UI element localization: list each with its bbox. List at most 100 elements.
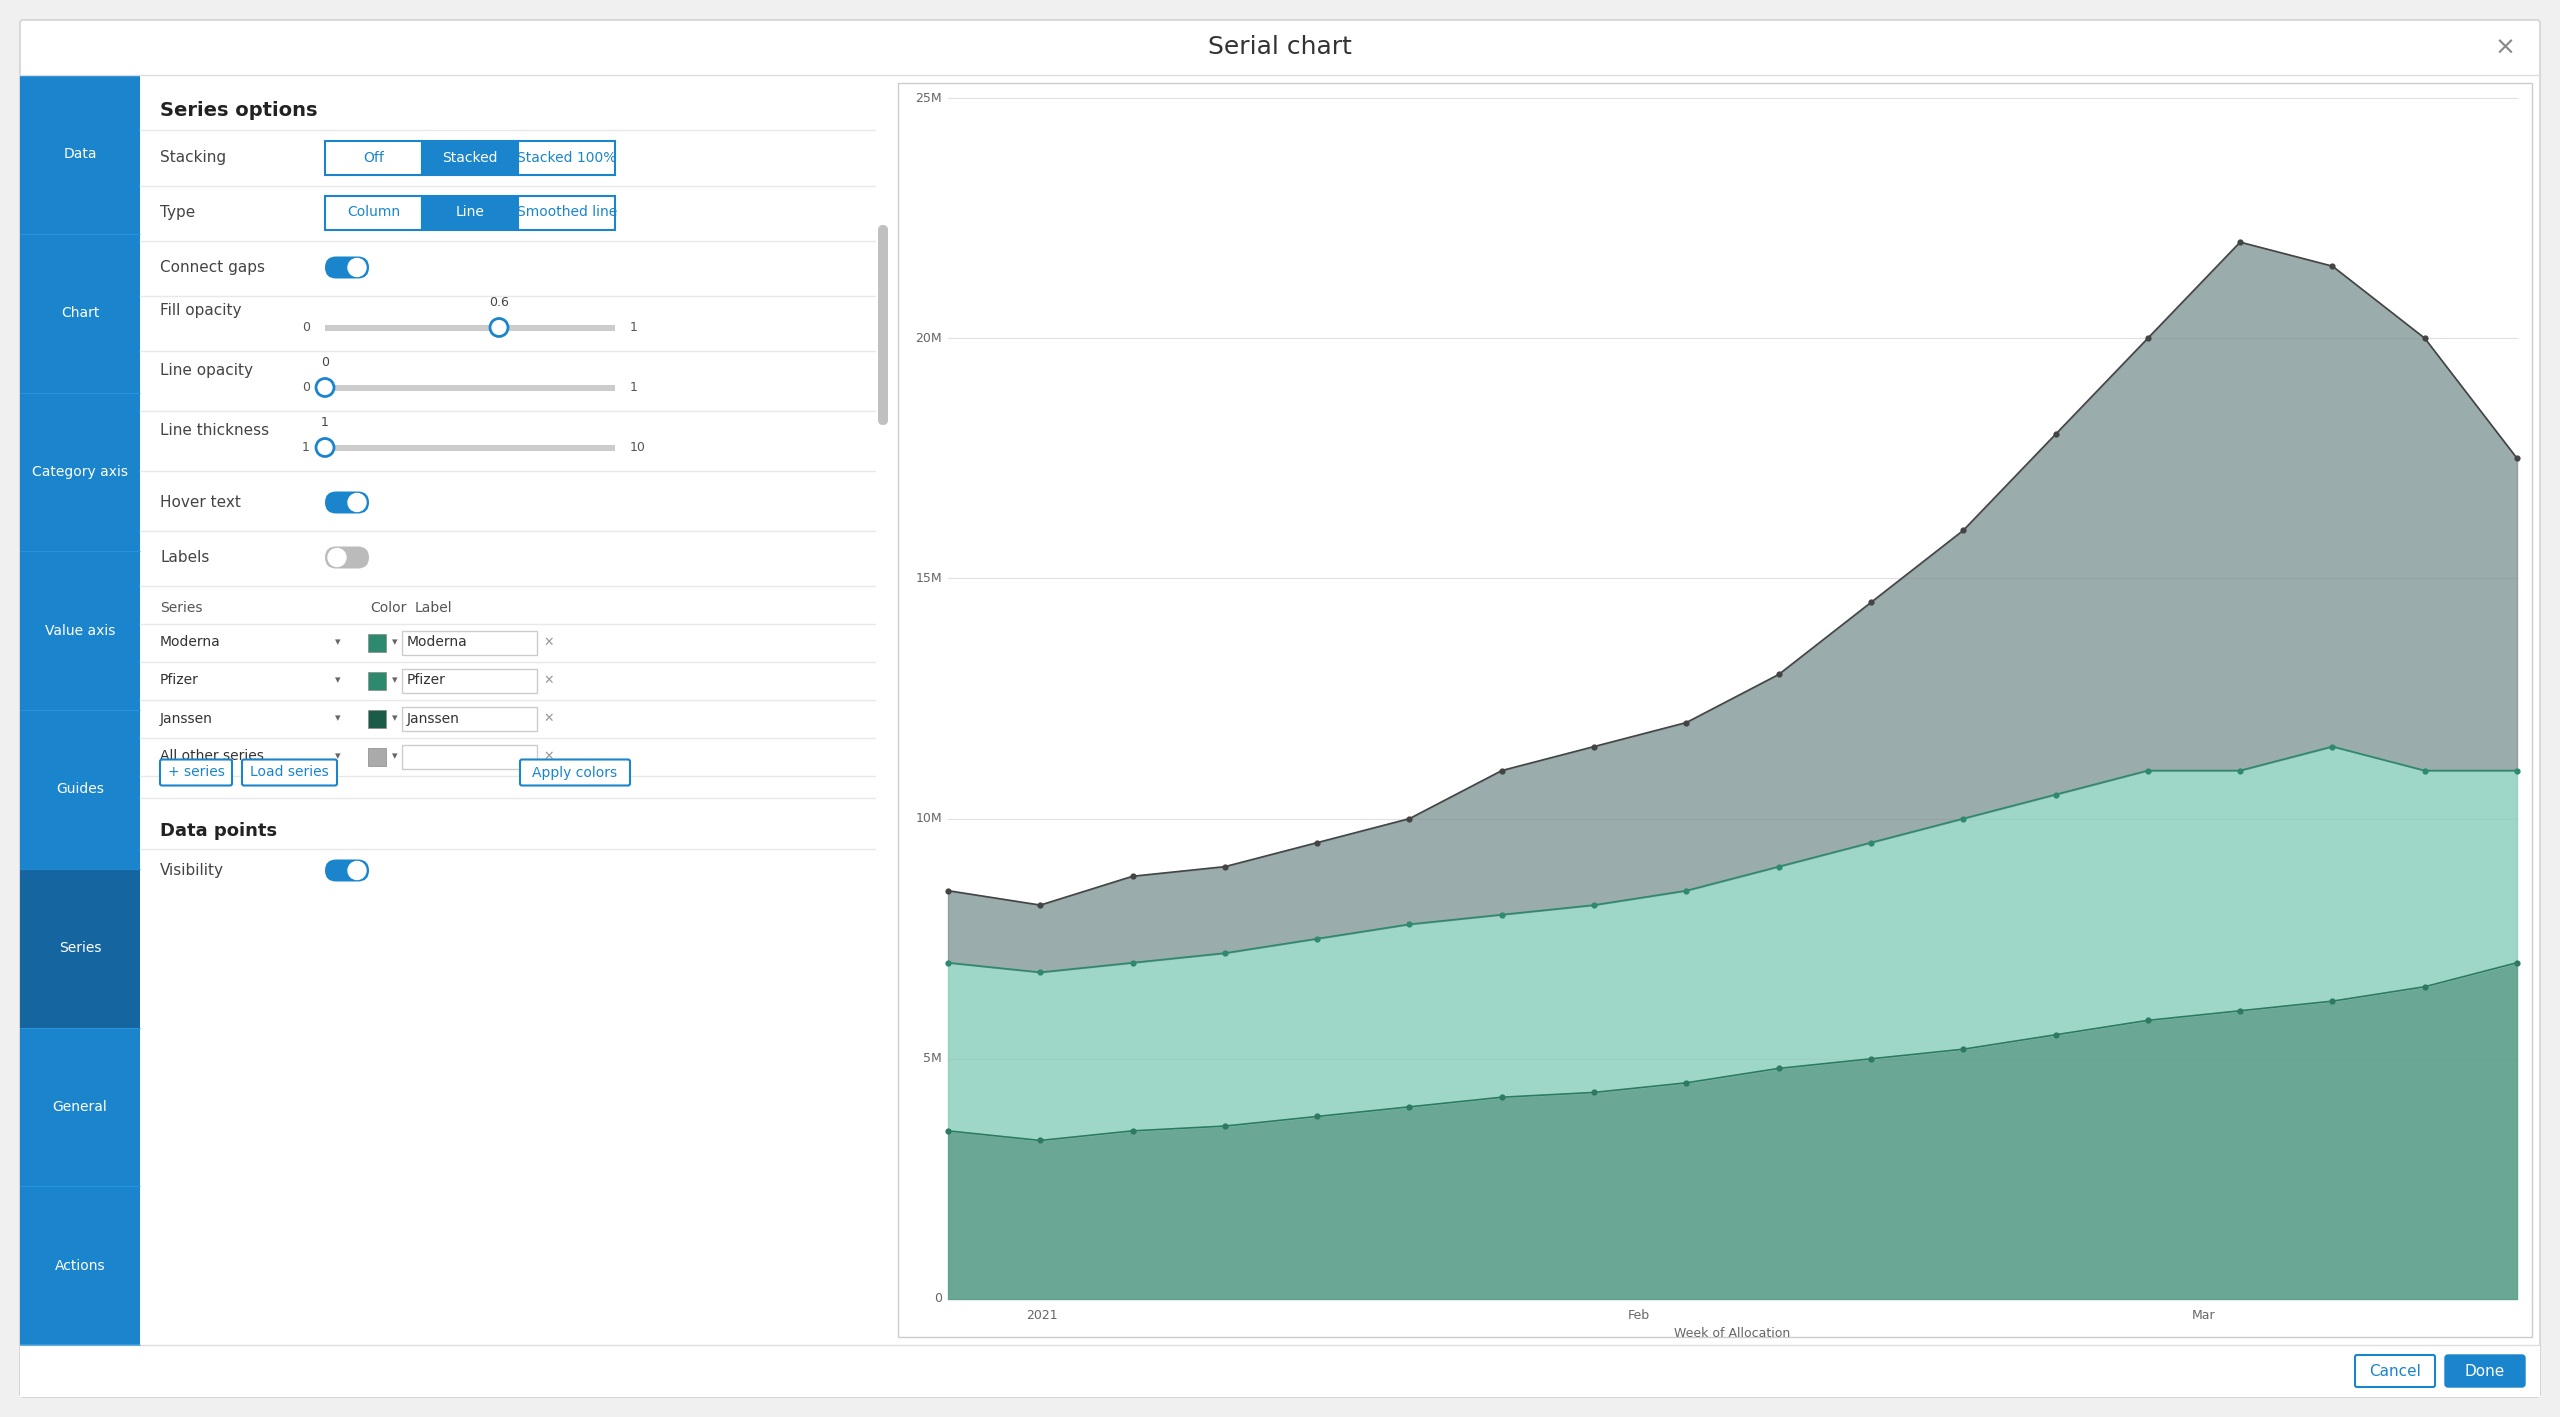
Text: 10: 10: [630, 441, 645, 453]
Point: [1390, 1095, 1431, 1118]
Point: [2404, 327, 2445, 350]
Point: [2312, 735, 2353, 758]
FancyBboxPatch shape: [325, 492, 369, 513]
Point: [1667, 1071, 1708, 1094]
Text: ▾: ▾: [392, 714, 397, 724]
Bar: [20, 1345, 2540, 1397]
Bar: [369, 672, 387, 690]
Text: Type: Type: [159, 205, 195, 220]
Text: Series options: Series options: [159, 101, 317, 119]
Point: [2220, 231, 2260, 254]
Point: [2220, 999, 2260, 1022]
Text: ✕: ✕: [543, 636, 556, 649]
Text: 2021: 2021: [1027, 1309, 1057, 1322]
Text: ▾: ▾: [335, 751, 340, 761]
Point: [2220, 760, 2260, 782]
Text: Actions: Actions: [54, 1258, 105, 1272]
Bar: [369, 710, 387, 727]
Point: [1667, 711, 1708, 734]
Point: [1759, 856, 1800, 879]
Text: Category axis: Category axis: [31, 465, 128, 479]
FancyBboxPatch shape: [325, 860, 369, 881]
Text: ×: ×: [2493, 35, 2516, 60]
Point: [1851, 1047, 1892, 1070]
Point: [1482, 760, 1523, 782]
Text: Color: Color: [371, 601, 407, 615]
Text: Moderna: Moderna: [407, 635, 468, 649]
Bar: [517, 140, 614, 174]
Text: Line: Line: [456, 205, 484, 220]
Text: Line thickness: Line thickness: [159, 424, 269, 438]
Point: [1203, 1115, 1244, 1138]
Point: [1851, 591, 1892, 614]
FancyBboxPatch shape: [325, 547, 369, 568]
Text: Smoothed line: Smoothed line: [517, 205, 617, 220]
FancyBboxPatch shape: [159, 760, 233, 785]
Bar: [325, 196, 422, 230]
Point: [2496, 951, 2537, 973]
Circle shape: [348, 258, 366, 276]
Bar: [325, 140, 422, 174]
Point: [1203, 942, 1244, 965]
Point: [1574, 1081, 1615, 1104]
Point: [2035, 422, 2076, 445]
Point: [1111, 1119, 1152, 1142]
Circle shape: [489, 319, 507, 336]
Text: Fill opacity: Fill opacity: [159, 303, 241, 317]
Point: [1019, 894, 1060, 917]
Text: Chart: Chart: [61, 306, 100, 320]
Text: ▾: ▾: [392, 751, 397, 761]
Text: ✕: ✕: [543, 750, 556, 762]
Text: Stacked: Stacked: [443, 150, 497, 164]
Point: [927, 1119, 968, 1142]
Text: Serial chart: Serial chart: [1208, 35, 1352, 60]
Text: 1: 1: [630, 381, 637, 394]
Text: 0: 0: [302, 322, 310, 334]
Text: Feb: Feb: [1628, 1309, 1649, 1322]
Point: [1203, 856, 1244, 879]
Point: [1482, 904, 1523, 927]
Text: General: General: [54, 1100, 108, 1114]
Text: Week of Allocation: Week of Allocation: [1674, 1326, 1789, 1340]
Point: [2404, 975, 2445, 998]
Point: [2496, 446, 2537, 469]
Point: [1574, 894, 1615, 917]
Point: [2404, 760, 2445, 782]
Point: [1943, 519, 1984, 541]
Text: Off: Off: [364, 150, 384, 164]
Circle shape: [315, 438, 333, 456]
Point: [1482, 1085, 1523, 1108]
Text: ▾: ▾: [335, 638, 340, 648]
Text: Apply colors: Apply colors: [532, 765, 617, 779]
Point: [1298, 927, 1339, 949]
Bar: [20, 869, 141, 1027]
Text: ▾: ▾: [335, 676, 340, 686]
Text: 0.6: 0.6: [489, 296, 509, 309]
Bar: [402, 707, 538, 731]
Point: [1111, 951, 1152, 973]
Text: Moderna: Moderna: [159, 635, 220, 649]
Text: 0: 0: [934, 1292, 942, 1305]
Text: Column: Column: [346, 205, 399, 220]
Text: ✕: ✕: [543, 711, 556, 726]
Point: [2312, 990, 2353, 1013]
Text: All other series: All other series: [159, 750, 264, 764]
Point: [927, 951, 968, 973]
Text: 5M: 5M: [924, 1053, 942, 1066]
Bar: [402, 631, 538, 655]
Text: Hover text: Hover text: [159, 495, 241, 510]
Text: 1: 1: [302, 441, 310, 453]
Point: [1759, 1057, 1800, 1080]
FancyBboxPatch shape: [520, 760, 630, 785]
FancyBboxPatch shape: [2355, 1355, 2435, 1387]
Text: 20M: 20M: [916, 332, 942, 344]
Text: Mar: Mar: [2191, 1309, 2214, 1322]
Point: [927, 880, 968, 903]
Text: 10M: 10M: [916, 812, 942, 825]
Circle shape: [328, 548, 346, 567]
Text: Visibility: Visibility: [159, 863, 225, 879]
Bar: [325, 324, 614, 330]
Point: [1390, 808, 1431, 830]
Point: [2035, 1023, 2076, 1046]
Point: [1943, 1037, 1984, 1060]
